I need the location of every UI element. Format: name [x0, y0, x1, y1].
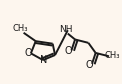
Text: O: O — [25, 48, 32, 58]
Text: O: O — [65, 46, 72, 56]
Text: O: O — [86, 60, 93, 70]
Text: CH₃: CH₃ — [105, 51, 120, 60]
Text: NH: NH — [59, 25, 72, 34]
Text: N: N — [40, 55, 47, 66]
Text: CH₃: CH₃ — [13, 24, 28, 33]
